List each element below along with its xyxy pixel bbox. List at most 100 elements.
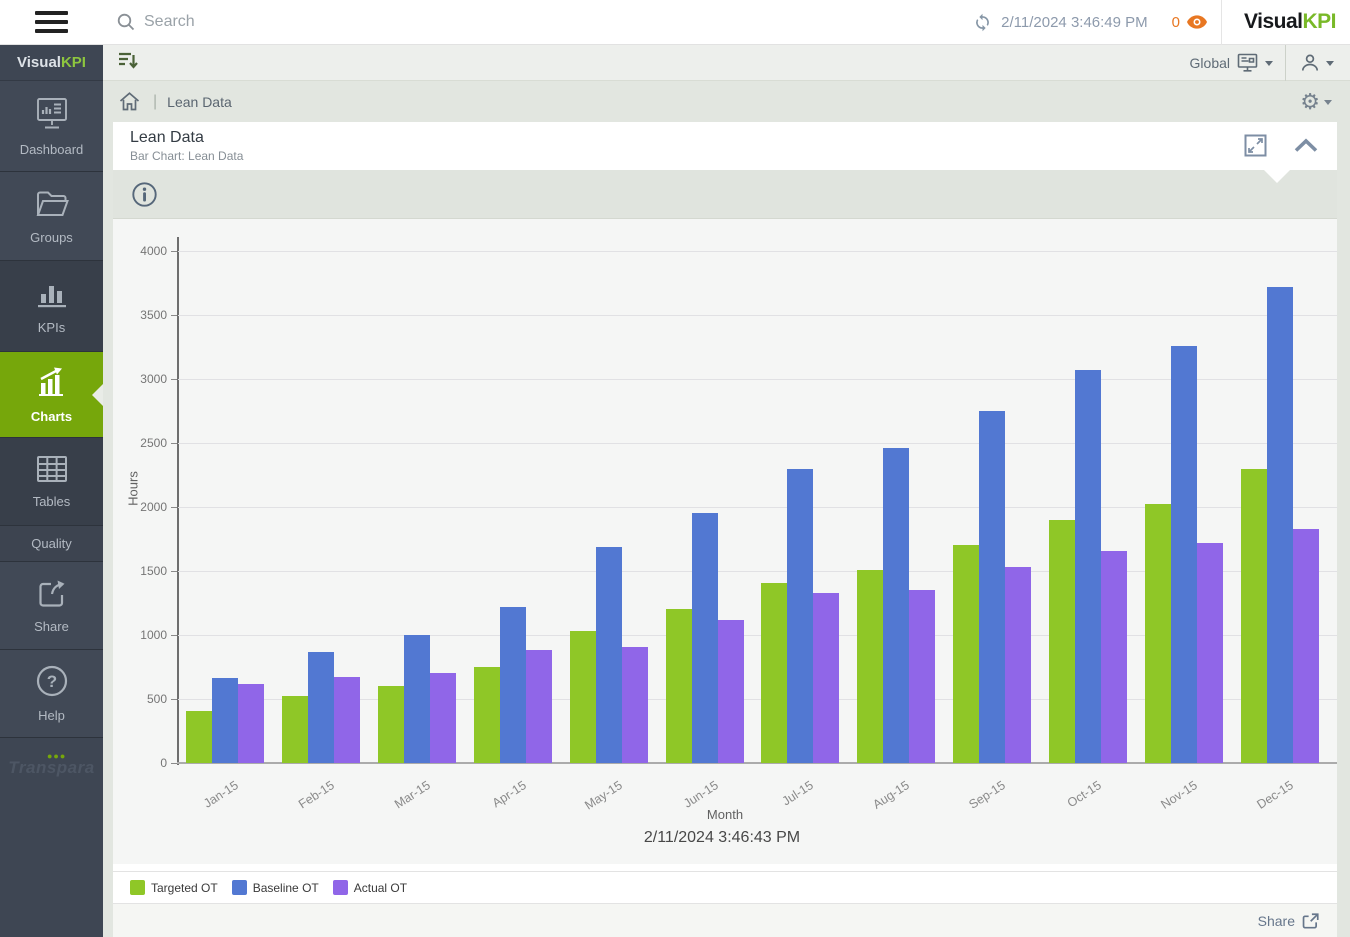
bar-targeted-ot-feb-15[interactable] bbox=[281, 695, 308, 763]
sidebar-item-label: Charts bbox=[30, 409, 73, 424]
watch-count[interactable]: 0 bbox=[1171, 13, 1180, 31]
legend-item-baseline[interactable]: Baseline OT bbox=[231, 880, 319, 895]
bar-baseline-ot-aug-15[interactable] bbox=[883, 448, 910, 763]
share-icon bbox=[1302, 912, 1319, 929]
sort-icon[interactable] bbox=[117, 50, 139, 75]
sidebar-item-label: Help bbox=[38, 708, 65, 723]
sidebar-item-dashboard[interactable]: Dashboard bbox=[0, 81, 103, 172]
bar-actual-ot-jan-15[interactable] bbox=[238, 684, 264, 763]
bar-baseline-ot-jan-15[interactable] bbox=[212, 677, 238, 763]
gear-icon: ⚙ bbox=[1300, 88, 1320, 114]
user-menu[interactable] bbox=[1285, 44, 1350, 81]
sidebar-item-tables[interactable]: Tables bbox=[0, 438, 103, 526]
bar-actual-ot-mar-15[interactable] bbox=[429, 673, 456, 763]
bar-targeted-ot-mar-15[interactable] bbox=[377, 685, 404, 763]
bar-baseline-ot-nov-15[interactable] bbox=[1171, 345, 1197, 763]
y-tick bbox=[171, 763, 177, 764]
refresh-icon[interactable] bbox=[973, 13, 992, 32]
x-tick-label: Sep-15 bbox=[966, 778, 1008, 812]
bar-actual-ot-sep-15[interactable] bbox=[1005, 567, 1032, 763]
legend-gap bbox=[113, 864, 1337, 871]
collapse-chevron-icon[interactable] bbox=[1293, 138, 1319, 158]
legend-label: Baseline OT bbox=[252, 880, 319, 895]
svg-text:?: ? bbox=[46, 672, 56, 691]
y-tick bbox=[171, 379, 177, 380]
bar-baseline-ot-sep-15[interactable] bbox=[979, 411, 1006, 763]
sidebar-item-kpis[interactable]: KPIs bbox=[0, 261, 103, 352]
dashboard-monitor-icon bbox=[1237, 53, 1258, 72]
bar-targeted-ot-aug-15[interactable] bbox=[857, 569, 884, 763]
bar-targeted-ot-jul-15[interactable] bbox=[761, 582, 788, 763]
settings-menu[interactable]: ⚙ bbox=[1300, 88, 1332, 114]
sidebar-item-label: KPIs bbox=[37, 319, 66, 335]
bar-targeted-ot-dec-15[interactable] bbox=[1240, 468, 1267, 763]
transpara-dots: ●●● bbox=[47, 751, 67, 761]
bar-baseline-ot-apr-15[interactable] bbox=[499, 607, 526, 763]
breadcrumb-separator: | bbox=[153, 92, 158, 110]
bar-targeted-ot-jan-15[interactable] bbox=[186, 710, 212, 763]
bar-baseline-ot-jul-15[interactable] bbox=[787, 468, 814, 763]
share-link[interactable]: Share bbox=[1258, 913, 1319, 929]
scope-selector[interactable]: Global bbox=[1178, 53, 1285, 72]
bar-actual-ot-feb-15[interactable] bbox=[333, 677, 360, 763]
bar-baseline-ot-mar-15[interactable] bbox=[403, 635, 430, 763]
bar-actual-ot-jul-15[interactable] bbox=[813, 592, 840, 763]
sidebar-item-share[interactable]: Share bbox=[0, 562, 103, 650]
bar-actual-ot-oct-15[interactable] bbox=[1101, 550, 1128, 763]
bar-baseline-ot-feb-15[interactable] bbox=[307, 651, 334, 763]
bar-actual-ot-may-15[interactable] bbox=[621, 646, 648, 763]
hamburger-menu-icon[interactable] bbox=[0, 11, 103, 33]
bar-actual-ot-dec-15[interactable] bbox=[1292, 528, 1319, 763]
legend-item-actual[interactable]: Actual OT bbox=[332, 880, 407, 895]
chart-card-header: Lean Data Bar Chart: Lean Data bbox=[113, 122, 1337, 183]
gridline bbox=[178, 315, 1337, 316]
search-input[interactable] bbox=[144, 13, 544, 31]
y-tick-label: 3500 bbox=[140, 308, 167, 322]
home-icon[interactable] bbox=[118, 91, 141, 112]
y-tick bbox=[171, 507, 177, 508]
bar-targeted-ot-oct-15[interactable] bbox=[1049, 519, 1076, 763]
bar-actual-ot-aug-15[interactable] bbox=[909, 590, 936, 763]
scope-label: Global bbox=[1189, 54, 1230, 71]
bar-baseline-ot-jun-15[interactable] bbox=[691, 513, 718, 763]
eye-icon[interactable] bbox=[1187, 15, 1207, 29]
bar-baseline-ot-may-15[interactable] bbox=[595, 546, 622, 763]
bar-targeted-ot-sep-15[interactable] bbox=[953, 545, 980, 763]
sidebar-item-groups[interactable]: Groups bbox=[0, 172, 103, 261]
sidebar-item-charts[interactable]: Charts bbox=[0, 352, 103, 438]
visualkpi-logo[interactable]: Visual KPI bbox=[1221, 0, 1350, 45]
folder-icon bbox=[33, 188, 71, 223]
gridline bbox=[178, 635, 1337, 636]
bar-baseline-ot-dec-15[interactable] bbox=[1266, 286, 1293, 763]
x-axis-title: Month bbox=[706, 807, 744, 822]
breadcrumb: | Lean Data ⚙ bbox=[103, 81, 1350, 122]
secondary-toolbar: Global bbox=[103, 44, 1350, 81]
legend-item-targeted[interactable]: Targeted OT bbox=[130, 880, 218, 895]
collapse-notch bbox=[1264, 170, 1290, 183]
content-area: Lean Data Bar Chart: Lean Data bbox=[103, 122, 1350, 937]
bar-actual-ot-nov-15[interactable] bbox=[1197, 542, 1223, 763]
legend-swatch-actual bbox=[332, 880, 348, 895]
y-tick-label: 2000 bbox=[140, 500, 167, 514]
bar-actual-ot-apr-15[interactable] bbox=[525, 650, 552, 763]
expand-icon[interactable] bbox=[1244, 134, 1267, 162]
y-tick bbox=[171, 251, 177, 252]
sidebar-item-label: Dashboard bbox=[19, 141, 84, 157]
bar-targeted-ot-nov-15[interactable] bbox=[1145, 504, 1171, 763]
bar-baseline-ot-oct-15[interactable] bbox=[1075, 370, 1102, 763]
bar-targeted-ot-may-15[interactable] bbox=[569, 631, 596, 763]
legend-swatch-baseline bbox=[231, 880, 247, 895]
bar-actual-ot-jun-15[interactable] bbox=[717, 619, 744, 763]
sidebar-item-help[interactable]: ? Help bbox=[0, 650, 103, 738]
y-tick bbox=[171, 315, 177, 316]
gridline bbox=[178, 379, 1337, 380]
x-tick-label: May-15 bbox=[581, 778, 625, 813]
trending-chart-icon bbox=[32, 365, 72, 402]
sidebar-item-quality[interactable]: Quality bbox=[0, 526, 103, 562]
breadcrumb-current: Lean Data bbox=[167, 93, 232, 110]
info-icon[interactable] bbox=[131, 181, 158, 208]
sidebar-item-label: Quality bbox=[31, 536, 72, 551]
bar-targeted-ot-jun-15[interactable] bbox=[665, 609, 692, 763]
bar-targeted-ot-apr-15[interactable] bbox=[473, 667, 500, 763]
